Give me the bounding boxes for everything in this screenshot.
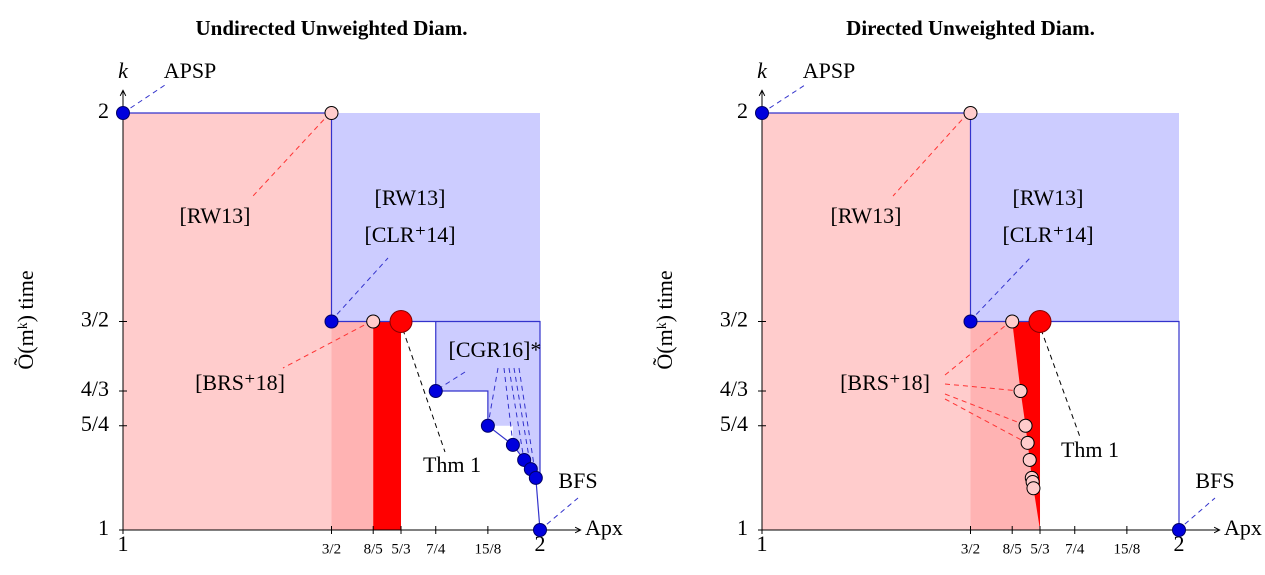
chart: Directed Unweighted Diam. Apx k Õ(mᵏ) time 1… — [652, 16, 1262, 558]
x-tick-label: 8/5 — [364, 541, 383, 557]
chart-title: Directed Unweighted Diam. — [846, 16, 1095, 40]
point — [1028, 310, 1052, 333]
leader-line — [969, 257, 1031, 322]
k-label: k — [118, 58, 129, 83]
point — [1020, 435, 1035, 450]
point — [389, 310, 413, 333]
x-tick-label: 15/8 — [475, 541, 502, 557]
x-tick-label: 3/2 — [961, 541, 980, 557]
leader-line — [539, 497, 579, 531]
annotation: Thm 1 — [1061, 437, 1119, 462]
leader-line — [944, 398, 1028, 444]
y-tick-label: 2 — [98, 98, 109, 123]
leader-line — [122, 84, 166, 114]
leader-line — [1177, 497, 1216, 531]
point — [1013, 384, 1028, 399]
annotation: Thm 1 — [423, 452, 481, 477]
y-tick-label: 1 — [737, 515, 748, 540]
point — [528, 470, 543, 485]
point — [1026, 481, 1041, 496]
annotation: BFS — [1195, 468, 1234, 493]
leader-line — [508, 367, 525, 461]
x-tick-label: 5/3 — [391, 541, 410, 557]
x-tick-label: 7/4 — [426, 541, 446, 557]
y-axis-label: Õ(mᵏ) time — [13, 270, 38, 369]
x-tick-label: 1 — [757, 531, 768, 556]
point — [533, 523, 547, 537]
leader-line — [1037, 320, 1081, 438]
y-tick-label: 3/2 — [720, 307, 748, 332]
y-tick-label: 5/4 — [81, 411, 109, 436]
leader-line — [503, 367, 514, 446]
k-label: k — [757, 58, 768, 83]
point — [1005, 314, 1020, 329]
leader-line — [892, 112, 969, 197]
x-tick-label: 3/2 — [322, 541, 341, 557]
point — [116, 106, 130, 120]
point — [755, 106, 769, 120]
point — [324, 106, 339, 120]
annotation: [CLR⁺14] — [364, 222, 455, 247]
annotation: [RW13] — [375, 185, 446, 210]
y-tick-label: 2 — [737, 98, 748, 123]
x-tick-label: 1 — [118, 531, 129, 556]
leader-line — [282, 320, 373, 369]
x-tick-label: 7/4 — [1065, 541, 1085, 557]
leader-line — [487, 367, 499, 426]
y-tick-label: 1 — [98, 515, 109, 540]
chart-title: Undirected Unweighted Diam. — [195, 16, 467, 40]
annotation: [CLR⁺14] — [1002, 222, 1093, 247]
leader-line — [944, 383, 1021, 392]
leader-line — [761, 84, 806, 114]
y-axis-label: Õ(mᵏ) time — [652, 270, 677, 369]
point — [366, 314, 381, 329]
x-tick-label: 2 — [535, 531, 546, 556]
point — [1018, 418, 1033, 433]
annotation: [RW13] — [831, 203, 902, 228]
point — [1172, 523, 1186, 537]
point — [963, 106, 978, 120]
leader-line — [518, 367, 537, 479]
region — [123, 113, 332, 530]
region — [970, 113, 1179, 322]
x-tick-label: 5/3 — [1030, 541, 1049, 557]
leader-line — [252, 112, 331, 197]
x-axis-label: Apx — [585, 515, 623, 540]
annotation: BFS — [558, 468, 597, 493]
leader-line — [513, 367, 532, 470]
annotation: APSP — [803, 58, 856, 83]
point — [428, 384, 443, 399]
x-tick-label: 15/8 — [1114, 541, 1141, 557]
annotation: [CGR16]* — [449, 337, 542, 362]
region — [373, 321, 402, 530]
annotation: [RW13] — [180, 203, 251, 228]
annotation: APSP — [164, 58, 217, 83]
region — [331, 113, 540, 322]
y-tick-label: 4/3 — [81, 376, 109, 401]
x-axis-label: Apx — [1224, 515, 1262, 540]
y-tick-label: 5/4 — [720, 411, 748, 436]
x-tick-label: 8/5 — [1003, 541, 1022, 557]
chart: Undirected Unweighted Diam. Apx k Õ(mᵏ) tim… — [13, 16, 623, 558]
region — [331, 321, 374, 530]
region — [762, 113, 971, 530]
y-tick-label: 4/3 — [720, 376, 748, 401]
point — [963, 314, 978, 329]
annotation: [BRS⁺18] — [840, 370, 930, 395]
point — [1022, 452, 1037, 467]
region — [970, 321, 1041, 530]
point — [324, 314, 339, 329]
annotation: [RW13] — [1013, 185, 1084, 210]
point — [480, 418, 495, 433]
annotation: [BRS⁺18] — [195, 370, 285, 395]
y-tick-label: 3/2 — [81, 307, 109, 332]
x-tick-label: 2 — [1174, 531, 1185, 556]
point — [505, 437, 520, 452]
